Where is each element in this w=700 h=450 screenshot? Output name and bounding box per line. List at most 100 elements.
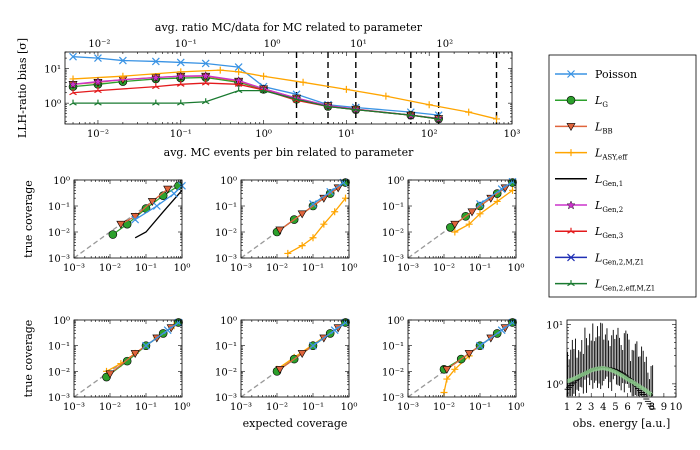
axes-frame — [240, 179, 350, 259]
legend: PoissonLGLBBLASY,effLGen,1LGen,2LGen,3LG… — [548, 54, 697, 298]
top-x-tick-label: 10¹ — [350, 39, 367, 50]
data-point — [297, 210, 307, 219]
legend-item: Poisson — [555, 68, 637, 81]
data-point — [476, 200, 484, 208]
legend-marker — [566, 123, 576, 132]
series-line — [287, 197, 347, 254]
data-point — [68, 79, 78, 89]
energy-panel: 1 2 3 4 5 6 7 8 9 10 10⁰ 10¹ obs. energy [a.u.] — [546, 319, 683, 430]
series-line — [279, 187, 339, 231]
y-tick-label: 10⁻² — [215, 367, 237, 378]
data-point — [105, 370, 115, 379]
data-point — [352, 106, 360, 113]
x-tick-label: 10⁻³ — [63, 263, 85, 274]
x-tick-label: 1 — [564, 402, 570, 413]
data-point — [69, 89, 77, 96]
axes-frame — [566, 319, 677, 398]
legend-label: LGen,2,eff,M,Z1 — [594, 278, 655, 293]
legend-label-subscript: G — [602, 101, 608, 109]
legend-marker — [567, 70, 575, 78]
data-point — [93, 77, 103, 87]
series-line — [479, 321, 513, 347]
data-point — [326, 187, 335, 196]
axes-frame — [73, 179, 183, 259]
data-point — [176, 80, 185, 87]
x-tick-label: 8 — [649, 402, 655, 413]
data-point — [170, 189, 178, 198]
legend-marker — [567, 149, 575, 157]
x-tick-label: 10⁻¹ — [302, 263, 324, 274]
legend-label-subscript: Gen,3 — [602, 232, 623, 240]
data-point — [467, 208, 477, 217]
data-point — [116, 220, 126, 229]
y-tick-label: 10⁻² — [215, 228, 237, 239]
legend-label: LGen,3 — [594, 225, 623, 240]
data-point — [275, 366, 285, 374]
y-tick-label: 10⁻³ — [382, 254, 404, 265]
x-tick-label: 10⁻³ — [230, 263, 252, 274]
x-tick-label: 10⁰ — [174, 402, 191, 413]
legend-label: LGen,2,M,Z1 — [594, 251, 644, 266]
data-point — [152, 83, 160, 90]
data-point — [142, 341, 150, 350]
data-point — [94, 54, 102, 63]
legend-label: LG — [594, 94, 608, 109]
y-tick-label: 10⁻¹ — [215, 342, 237, 353]
data-point — [259, 87, 268, 94]
x-tick-label: 10⁻² — [87, 129, 109, 140]
x-tick-label: 10⁻³ — [230, 402, 252, 413]
legend-label-main: L — [594, 251, 602, 264]
x-tick-label: 3 — [588, 402, 594, 413]
data-point — [122, 356, 132, 366]
data-point — [342, 85, 350, 93]
data-point — [451, 365, 459, 373]
x-tick-label: 10⁻² — [266, 263, 288, 274]
legend-item: LBB — [555, 120, 613, 135]
legend-item: LG — [555, 94, 608, 109]
x-tick-label: 10⁻¹ — [135, 263, 157, 274]
top-x-tick-label: 10⁰ — [264, 39, 281, 50]
series-line — [312, 321, 346, 347]
data-point — [309, 341, 317, 350]
x-tick-label: 10⁻³ — [397, 263, 419, 274]
y-axis-label: true coverage — [22, 320, 35, 398]
data-point — [234, 87, 243, 94]
series-line — [145, 321, 179, 347]
legend-label: LGen,1 — [594, 173, 623, 188]
legend-label-subscript: Gen,2 — [602, 206, 623, 214]
y-tick-label: 10¹ — [44, 65, 61, 76]
legend-label-main: L — [594, 147, 602, 160]
data-point — [476, 341, 484, 350]
x-tick-label: 9 — [661, 402, 667, 413]
data-point — [201, 71, 211, 81]
series-line — [120, 188, 169, 225]
y-tick-label: 10⁰ — [53, 316, 70, 327]
coverage-panel: 10⁻³ 10⁻² 10⁻¹ 10⁰ 10⁻³ 10⁻² 10⁻¹ 10⁰ — [382, 316, 524, 413]
data-point — [493, 197, 501, 205]
data-point — [201, 98, 210, 105]
data-point — [450, 220, 460, 229]
data-point — [176, 99, 185, 106]
data-point — [69, 99, 77, 106]
axes-frame — [407, 319, 517, 398]
data-point — [151, 73, 161, 83]
data-point — [465, 108, 473, 116]
data-point — [443, 375, 451, 383]
x-tick-label: 10⁰ — [341, 402, 358, 413]
x-tick-label: 10⁰ — [508, 402, 525, 413]
legend-label: LBB — [594, 120, 613, 135]
data-point — [163, 326, 172, 335]
data-point — [108, 230, 118, 239]
x-tick-label: 10¹ — [338, 129, 355, 140]
series-line — [454, 189, 513, 233]
legend-marker — [566, 200, 576, 210]
data-point — [442, 366, 452, 374]
series-line — [72, 82, 439, 120]
legend-label-subscript: ASY,eff — [601, 154, 628, 162]
y-tick-label: 10⁻¹ — [382, 342, 404, 353]
data-point — [451, 228, 459, 236]
x-tick-label: 10 — [670, 402, 683, 413]
legend-item: LGen,3 — [555, 225, 623, 240]
data-point — [493, 115, 501, 123]
x-tick-label: 10² — [421, 129, 438, 140]
